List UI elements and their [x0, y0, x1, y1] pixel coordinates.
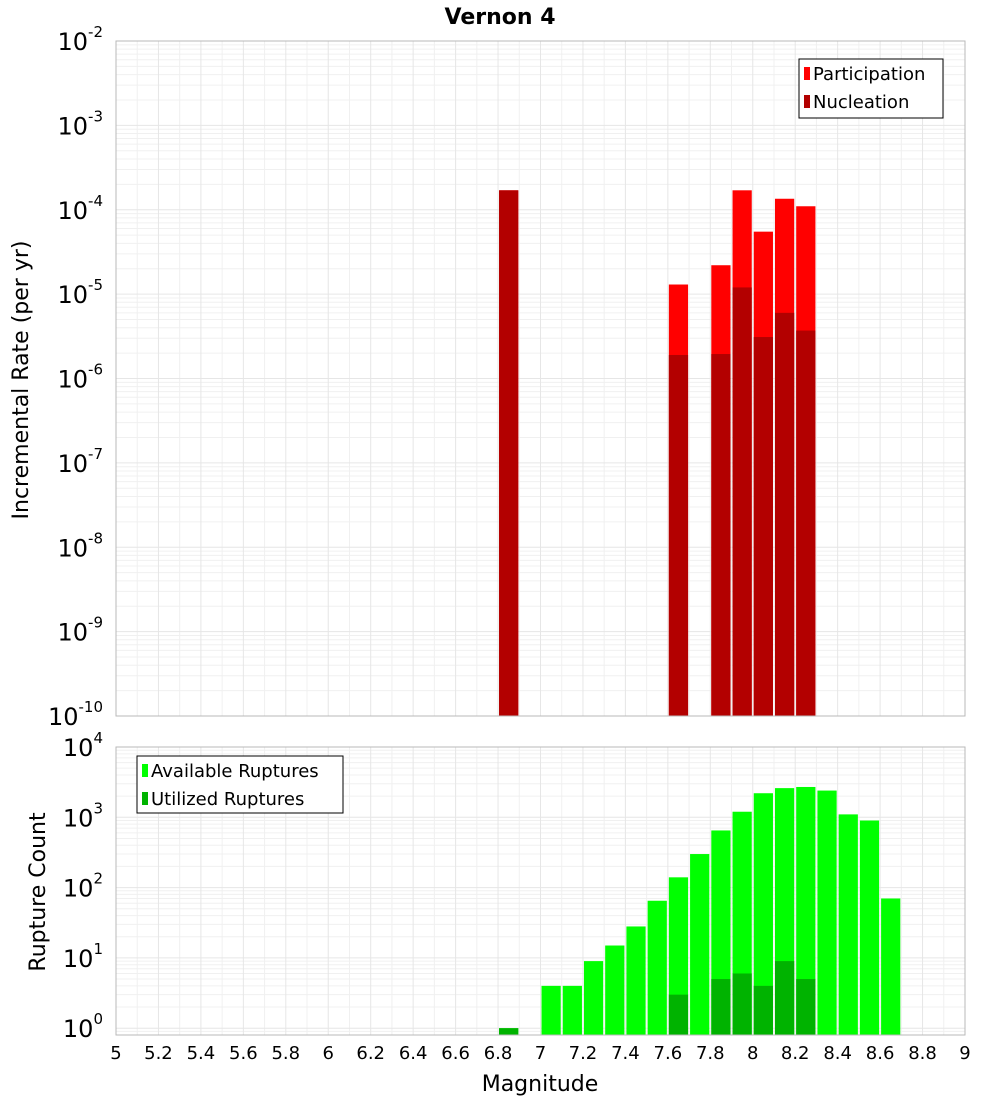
- x-tick-label-14: 7.8: [696, 1043, 725, 1064]
- y-tick-label-8: 10-2: [57, 23, 103, 56]
- bar-nucleation-1: [668, 354, 689, 716]
- bar-available-ruptures-11: [753, 793, 773, 1035]
- bar-available-ruptures-5: [626, 926, 646, 1035]
- x-tick-label-3: 5.6: [229, 1043, 258, 1064]
- y-tick-label-0: 100: [63, 1010, 103, 1043]
- x-tick-label-4: 5.8: [271, 1043, 300, 1064]
- bar-nucleation-6: [796, 330, 816, 716]
- x-tick-label-10: 7: [535, 1043, 546, 1064]
- y-tick-label-0: 10-10: [48, 698, 103, 731]
- x-tick-label-1: 5.2: [144, 1043, 173, 1064]
- top-plot-panel: 10-10 10-9 10-8 10-7 10-6 10-5 10-4 10-3 10-2 Par…: [48, 23, 966, 731]
- x-tick-label-11: 7.2: [569, 1043, 598, 1064]
- x-tick-label-8: 6.6: [441, 1043, 470, 1064]
- y-tick-label-5: 10-5: [57, 276, 103, 309]
- x-tick-label-20: 9: [959, 1043, 970, 1064]
- bar-utilized-ruptures-4: [753, 985, 773, 1035]
- legend-label-0: Available Ruptures: [151, 761, 319, 782]
- y-tick-label-2: 102: [63, 870, 103, 903]
- bar-available-ruptures-14: [817, 790, 837, 1035]
- x-tick-label-6: 6.2: [356, 1043, 385, 1064]
- legend-swatch-1: [804, 95, 810, 108]
- y-tick-label-6: 10-4: [57, 192, 103, 225]
- y-tick-label-2: 10-8: [57, 529, 103, 562]
- y-tick-label-4: 10-6: [57, 361, 103, 394]
- x-tick-label-0: 5: [110, 1043, 121, 1064]
- bar-utilized-ruptures-0: [499, 1028, 519, 1035]
- x-tick-label-15: 8: [747, 1043, 758, 1064]
- y-tick-label-1: 101: [63, 940, 103, 973]
- x-tick-label-12: 7.4: [611, 1043, 640, 1064]
- plot-border: [115, 40, 966, 717]
- legend-label-0: Participation: [813, 64, 925, 85]
- y-tick-label-3: 10-7: [57, 445, 103, 478]
- bar-available-ruptures-8: [690, 854, 710, 1035]
- bar-nucleation-5: [774, 312, 795, 716]
- bar-available-ruptures-15: [838, 814, 858, 1035]
- x-axis-label: Magnitude: [482, 1072, 599, 1097]
- legend-box: [798, 58, 944, 119]
- top-y-axis-label: Incremental Rate (per yr): [9, 241, 34, 520]
- legend-swatch-0: [804, 67, 810, 80]
- x-tick-label-7: 6.4: [399, 1043, 428, 1064]
- bar-available-ruptures-4: [605, 945, 625, 1035]
- bar-utilized-ruptures-2: [711, 979, 731, 1035]
- legend-label-1: Utilized Ruptures: [151, 789, 304, 810]
- legend-swatch-1: [142, 792, 148, 805]
- x-tick-label-18: 8.6: [866, 1043, 895, 1064]
- bar-nucleation-4: [753, 337, 773, 716]
- bar-utilized-ruptures-5: [774, 961, 795, 1035]
- bar-available-ruptures-13: [796, 786, 816, 1035]
- bar-available-ruptures-3: [583, 961, 604, 1035]
- bar-utilized-ruptures-6: [796, 979, 816, 1035]
- x-tick-label-9: 6.8: [484, 1043, 513, 1064]
- legend-box: [136, 755, 344, 814]
- x-tick-label-17: 8.4: [823, 1043, 852, 1064]
- y-tick-label-3: 103: [63, 799, 103, 832]
- bar-nucleation-3: [732, 287, 752, 716]
- x-tick-label-2: 5.4: [187, 1043, 216, 1064]
- bar-available-ruptures-1: [541, 985, 561, 1035]
- bar-available-ruptures-6: [647, 900, 667, 1035]
- legend-label-1: Nucleation: [813, 92, 909, 113]
- y-tick-label-1: 10-9: [57, 614, 103, 647]
- x-tick-label-5: 6: [323, 1043, 334, 1064]
- bar-utilized-ruptures-3: [732, 973, 752, 1035]
- legend: Available Ruptures Utilized Ruptures: [136, 755, 344, 814]
- bottom-plot-panel: 100 101 102 103 104 5 5.2 5.4 5.6 5.8 6 6.2 6.4 6.6 6.…: [63, 729, 971, 1064]
- bar-utilized-ruptures-1: [668, 994, 689, 1035]
- y-tick-label-7: 10-3: [57, 107, 103, 140]
- bar-nucleation-2: [711, 354, 731, 716]
- bar-available-ruptures-16: [859, 820, 880, 1035]
- x-tick-label-16: 8.2: [781, 1043, 810, 1064]
- bottom-y-axis-label: Rupture Count: [26, 812, 51, 972]
- bar-nucleation-0: [499, 190, 519, 716]
- bar-available-ruptures-17: [881, 898, 901, 1035]
- chart-title: Vernon 4: [445, 5, 556, 30]
- legend: Participation Nucleation: [798, 58, 944, 119]
- legend-swatch-0: [142, 764, 148, 777]
- plot-border: [115, 746, 966, 1036]
- bar-available-ruptures-2: [562, 985, 582, 1035]
- x-tick-label-19: 8.8: [908, 1043, 937, 1064]
- x-tick-label-13: 7.6: [654, 1043, 683, 1064]
- y-tick-label-4: 104: [63, 729, 103, 762]
